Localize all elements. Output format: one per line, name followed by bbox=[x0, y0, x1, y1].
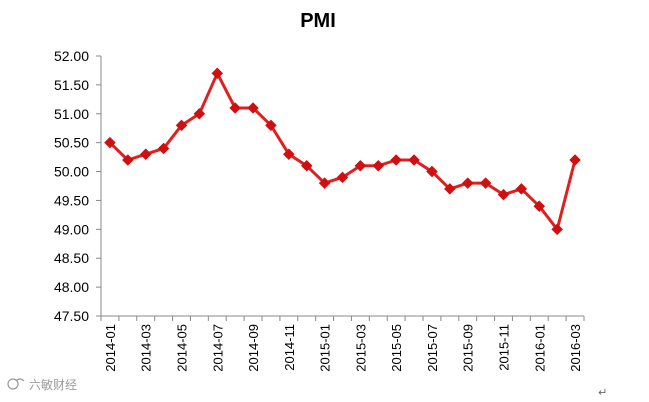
x-tick-label: 2014-05 bbox=[175, 324, 190, 372]
data-point bbox=[408, 154, 420, 166]
data-point bbox=[175, 119, 188, 132]
x-tick-label: 2014-07 bbox=[210, 324, 225, 372]
y-tick-label: 48.00 bbox=[54, 279, 89, 295]
y-tick-label: 51.50 bbox=[54, 77, 89, 93]
data-point bbox=[461, 177, 474, 189]
data-point bbox=[569, 154, 581, 166]
y-tick-label: 52.00 bbox=[54, 48, 89, 64]
x-tick-label: 2015-01 bbox=[318, 324, 333, 372]
data-point bbox=[265, 119, 277, 132]
data-point bbox=[193, 107, 206, 120]
data-point bbox=[300, 159, 313, 172]
y-tick-label: 50.50 bbox=[54, 135, 89, 151]
data-point bbox=[533, 200, 546, 213]
chart-title: PMI bbox=[300, 10, 336, 32]
x-tick-label: 2015-03 bbox=[353, 324, 368, 372]
watermark: 六敏财经 bbox=[7, 377, 77, 392]
return-mark: ↵ bbox=[598, 386, 607, 399]
data-point bbox=[336, 171, 349, 184]
data-point bbox=[157, 142, 170, 155]
x-tick-label: 2014-01 bbox=[103, 324, 118, 372]
data-point bbox=[229, 102, 242, 114]
x-axis-ticks: 2014-01 2014-03 2014-05 2014-07 2014-09 2014-… bbox=[100, 316, 585, 372]
data-point bbox=[282, 148, 295, 161]
x-tick-label: 2016-01 bbox=[532, 324, 547, 372]
y-axis-ticks: 47.50 48.00 48.50 49.00 49.50 50.00 50.50 51.00… bbox=[54, 48, 101, 324]
series-layer bbox=[104, 67, 581, 236]
data-point bbox=[318, 177, 331, 189]
data-point bbox=[354, 159, 367, 172]
data-point bbox=[479, 177, 492, 189]
x-tick-label: 2014-09 bbox=[246, 324, 261, 372]
data-point bbox=[211, 67, 224, 80]
series-line bbox=[108, 71, 577, 231]
y-tick-label: 51.00 bbox=[54, 106, 89, 122]
data-point bbox=[426, 165, 438, 178]
data-point bbox=[390, 154, 403, 166]
watermark-text: 六敏财经 bbox=[29, 377, 77, 392]
watermark-logo-icon bbox=[7, 378, 25, 390]
x-tick-label: 2015-07 bbox=[425, 324, 440, 372]
data-point bbox=[551, 223, 564, 236]
data-point bbox=[104, 136, 116, 149]
x-tick-label: 2016-03 bbox=[568, 324, 583, 372]
x-tick-label: 2014-11 bbox=[282, 324, 297, 371]
y-tick-label: 47.50 bbox=[54, 308, 89, 324]
data-point bbox=[515, 183, 528, 195]
y-tick-label: 49.00 bbox=[54, 221, 89, 237]
data-point bbox=[139, 148, 152, 161]
y-tick-label: 50.00 bbox=[54, 164, 89, 180]
data-point bbox=[372, 159, 385, 172]
data-point bbox=[247, 102, 259, 114]
x-tick-label: 2014-03 bbox=[139, 324, 154, 372]
x-tick-label: 2015-11 bbox=[497, 324, 512, 371]
x-tick-label: 2015-09 bbox=[461, 324, 476, 372]
data-point bbox=[497, 188, 510, 201]
y-tick-label: 48.50 bbox=[54, 250, 89, 266]
data-point bbox=[443, 183, 456, 195]
y-tick-label: 49.50 bbox=[54, 192, 89, 208]
data-point bbox=[121, 154, 134, 166]
x-tick-label: 2015-05 bbox=[389, 324, 404, 372]
